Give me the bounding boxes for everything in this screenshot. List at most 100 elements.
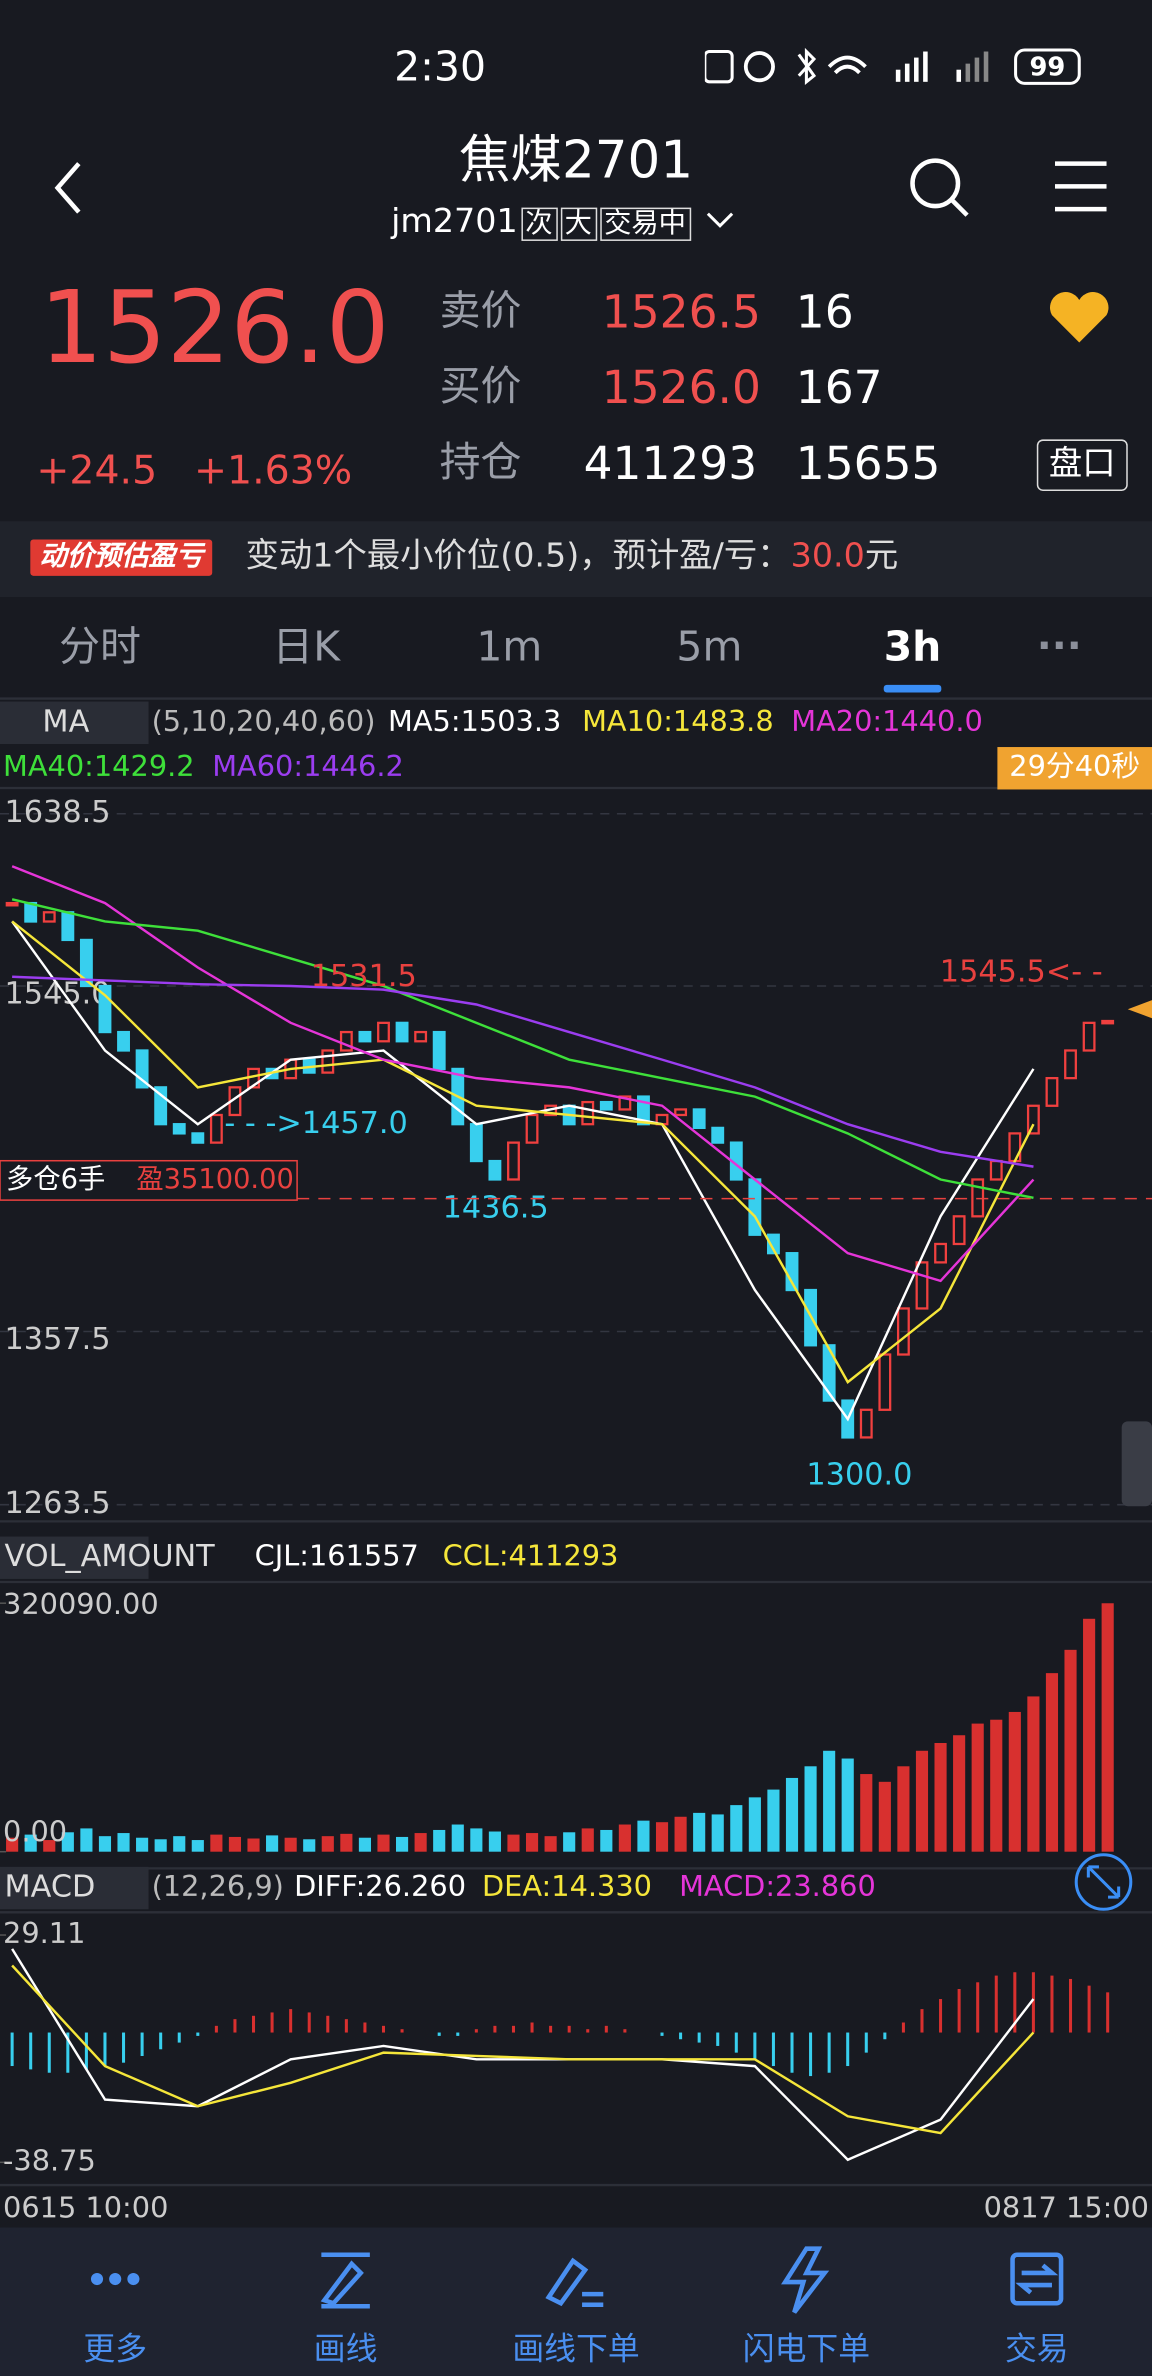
volume-bar [433, 1829, 446, 1852]
notice-text: 变动1个最小价位(0.5)，预计盈/亏： [245, 537, 791, 576]
volume-bar [191, 1840, 204, 1852]
candle [1008, 1132, 1022, 1163]
side-handle [1121, 1421, 1152, 1507]
volume-bar [396, 1836, 409, 1852]
quote-price: 1526.0 [601, 362, 761, 416]
more-tabs[interactable]: ··· [1036, 624, 1082, 670]
countdown: 29分40秒 [1009, 749, 1140, 783]
candle [748, 1178, 762, 1236]
last-price: 1526.0 [39, 269, 390, 387]
y-tick-label: 1263.5 [5, 1486, 111, 1521]
nav-label[interactable]: 更多 [83, 2330, 148, 2367]
volume-bar [284, 1837, 297, 1852]
ma-line [12, 975, 1034, 1168]
indicator-params: (12,26,9) [152, 1869, 284, 1903]
price-annotation: 1436.5 [443, 1191, 549, 1226]
search-button[interactable] [903, 152, 976, 225]
nav-label[interactable]: 画线下单 [512, 2330, 640, 2367]
volume-bar [247, 1838, 260, 1852]
ma-line [11, 920, 1035, 1422]
indicator-box [0, 1866, 149, 1910]
price-annotation: 1531.5 [311, 959, 417, 994]
price-annotation: 1300.0 [806, 1457, 912, 1492]
volume-bar [1101, 1603, 1114, 1852]
x-label: 0615 10:00 [3, 2190, 168, 2224]
volume-bar [470, 1828, 483, 1852]
volume-bar [544, 1836, 557, 1852]
y-tick-label: 29.11 [3, 1916, 85, 1950]
nav-label[interactable]: 画线 [313, 2330, 378, 2367]
back-button[interactable] [45, 152, 106, 228]
volume-bar [507, 1834, 520, 1852]
candle [117, 1030, 130, 1052]
y-tick-label: -38.75 [3, 2143, 96, 2177]
ma-line [11, 898, 1034, 1200]
volume-bar [934, 1743, 947, 1852]
tab[interactable]: 日K [272, 624, 341, 672]
expand-button[interactable] [1074, 1853, 1133, 1911]
tab[interactable]: 5m [676, 624, 743, 672]
legend-entry: DIFF:26.260 [294, 1869, 466, 1903]
volume-bar [451, 1824, 464, 1852]
candle [952, 1215, 966, 1246]
candle [766, 1233, 780, 1255]
volume-bar [414, 1833, 427, 1852]
volume-bar [767, 1789, 780, 1852]
candle [469, 1123, 483, 1163]
volume-bar [1083, 1618, 1096, 1852]
tag: 大 [560, 207, 597, 241]
legend-entry: DEA:14.330 [482, 1869, 652, 1903]
y-tick-label: 1638.5 [5, 795, 111, 830]
nav-label[interactable]: 闪电下单 [742, 2330, 871, 2367]
volume-bar [136, 1837, 149, 1852]
expand-icon [1086, 1865, 1121, 1899]
candle [1101, 1019, 1115, 1025]
y-tick-label: 1545.0 [5, 977, 111, 1012]
macd-line [11, 1964, 1035, 2135]
tab[interactable]: 分时 [59, 624, 141, 672]
indicator-box [0, 1536, 149, 1579]
favorite-button[interactable] [1046, 288, 1113, 349]
volume-bar [228, 1836, 242, 1852]
volume-bar [581, 1828, 594, 1852]
volume-bar [80, 1828, 93, 1852]
volume-bar [1045, 1673, 1059, 1852]
volume-bar [693, 1812, 706, 1852]
depth-button[interactable]: 盘口 [1036, 439, 1128, 491]
candle [377, 1021, 390, 1043]
tab[interactable]: 1m [476, 624, 543, 672]
candle [581, 1100, 595, 1126]
volume-bar [990, 1719, 1003, 1852]
position-profit: 盈35100.00 [136, 1164, 293, 1195]
indicator-box [0, 701, 149, 745]
candle [896, 1307, 910, 1356]
candle [358, 1030, 372, 1043]
status-icons: 99 [704, 47, 1081, 85]
volume-bar [823, 1750, 836, 1852]
macd-line [11, 1948, 1035, 2162]
quote-qty: 167 [795, 362, 883, 416]
code: jm2701 [391, 203, 518, 241]
price-annotation: 1545.5<- - [940, 954, 1103, 989]
legend-entry: MACD:23.860 [679, 1869, 876, 1903]
volume-bar [730, 1805, 743, 1852]
nav-label[interactable]: 交易 [1004, 2330, 1069, 2367]
tag: 次 [520, 207, 558, 241]
candle [5, 901, 19, 907]
indicator-params: (5,10,20,40,60) [152, 704, 376, 738]
tab[interactable]: 3h [883, 624, 942, 672]
ma-line [11, 865, 1035, 1283]
subtitle[interactable]: jm2701 次大交易中 [391, 203, 737, 241]
indicator-name: VOL_AMOUNT [5, 1539, 216, 1574]
volume-bar [98, 1836, 112, 1852]
candle [79, 938, 93, 988]
legend-entry: MA10:1483.8 [582, 704, 774, 738]
candle [1064, 1049, 1077, 1080]
candle [674, 1108, 688, 1117]
volume-bar [637, 1820, 650, 1852]
quote-label: 卖价 [439, 287, 522, 335]
menu-button[interactable] [1052, 158, 1113, 219]
candle [321, 1049, 335, 1074]
